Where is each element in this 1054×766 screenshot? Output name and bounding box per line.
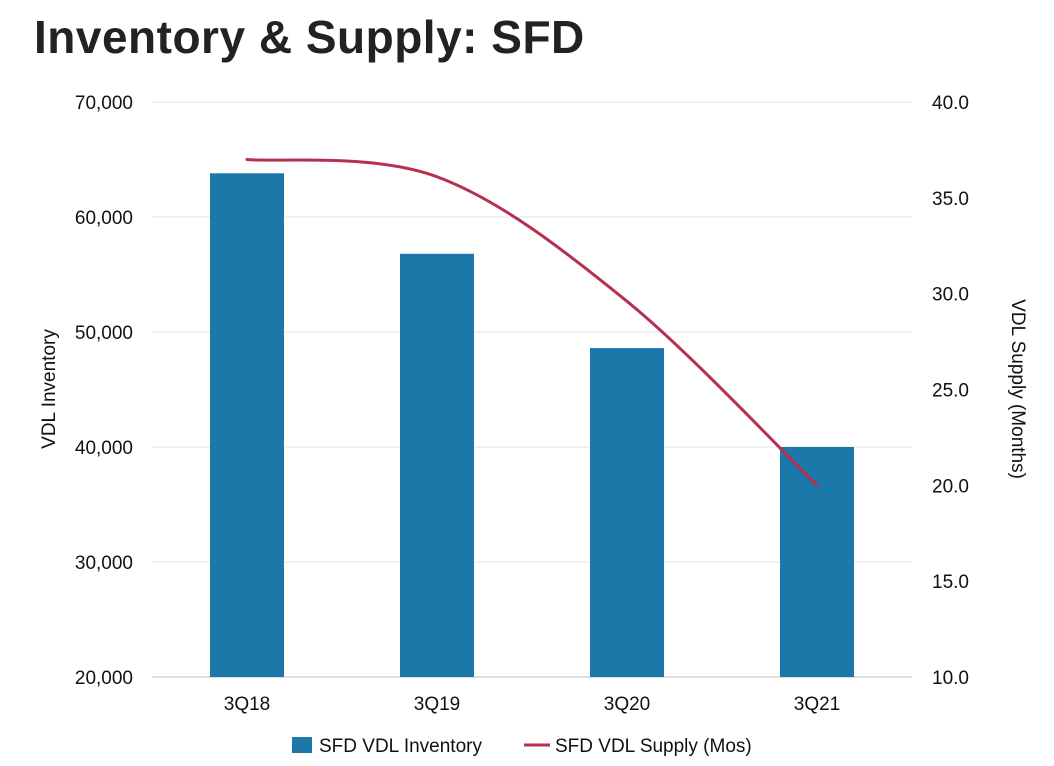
- left-tick-label: 70,000: [75, 93, 133, 114]
- bar-3Q21: [780, 447, 854, 677]
- left-tick-label: 20,000: [75, 668, 133, 689]
- left-tick-label: 50,000: [75, 323, 133, 344]
- bar-3Q19: [400, 253, 474, 678]
- x-tick-label: 3Q18: [224, 694, 270, 715]
- x-tick-label: 3Q21: [794, 694, 840, 715]
- right-tick-label: 10.0: [932, 668, 969, 689]
- right-tick-label: 15.0: [932, 572, 969, 593]
- right-axis-title: VDL Supply (Months): [1007, 299, 1028, 479]
- x-tick-label: 3Q19: [414, 694, 460, 715]
- bar-3Q18: [210, 173, 284, 678]
- right-tick-label: 30.0: [932, 285, 969, 306]
- left-axis-ticks: 20,000 30,000 40,000 50,000 60,000 70,000: [75, 93, 133, 689]
- page-title: Inventory & Supply: SFD: [34, 11, 585, 63]
- bar-series: [210, 173, 854, 678]
- right-tick-label: 25.0: [932, 381, 969, 402]
- left-tick-label: 40,000: [75, 438, 133, 459]
- x-tick-label: 3Q20: [604, 694, 650, 715]
- x-axis-ticks: 3Q18 3Q19 3Q20 3Q21: [224, 694, 840, 715]
- left-tick-label: 60,000: [75, 208, 133, 229]
- right-tick-label: 20.0: [932, 476, 969, 497]
- left-tick-label: 30,000: [75, 553, 133, 574]
- legend-label-inventory: SFD VDL Inventory: [319, 736, 482, 757]
- legend-swatch-inventory: [292, 737, 312, 753]
- right-tick-label: 35.0: [932, 189, 969, 210]
- right-axis-ticks: 10.0 15.0 20.0 25.0 30.0 35.0 40.0: [932, 93, 969, 689]
- left-axis-title: VDL Inventory: [39, 329, 60, 449]
- supply-line: [245, 158, 819, 487]
- legend-label-supply: SFD VDL Supply (Mos): [555, 736, 752, 757]
- bar-3Q20: [590, 348, 664, 677]
- right-tick-label: 40.0: [932, 93, 969, 114]
- legend: SFD VDL Inventory SFD VDL Supply (Mos): [292, 736, 752, 757]
- line-series: [245, 158, 819, 487]
